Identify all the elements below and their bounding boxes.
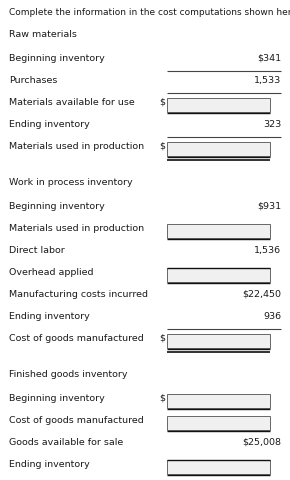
Text: Overhead applied: Overhead applied [9,268,93,277]
Text: $931: $931 [257,202,281,211]
Text: Beginning inventory: Beginning inventory [9,394,104,403]
Text: $341: $341 [257,54,281,63]
Bar [167,142,270,156]
Bar [167,224,270,238]
Text: Goods available for sale: Goods available for sale [9,438,123,447]
Text: 1,536: 1,536 [254,246,281,255]
Bar [167,98,270,112]
Bar [167,268,270,282]
Text: Cost of goods manufactured: Cost of goods manufactured [9,334,144,343]
Text: Finished goods inventory: Finished goods inventory [9,370,127,379]
Text: Direct labor: Direct labor [9,246,64,255]
Bar [167,334,270,348]
Text: Purchases: Purchases [9,76,57,85]
Text: Beginning inventory: Beginning inventory [9,202,104,211]
Text: Cost of goods manufactured: Cost of goods manufactured [9,416,144,425]
Text: $: $ [159,98,165,107]
Bar [167,416,270,430]
Text: Materials available for use: Materials available for use [9,98,135,107]
Text: 1,533: 1,533 [254,76,281,85]
Text: Manufacturing costs incurred: Manufacturing costs incurred [9,290,148,299]
Text: $: $ [159,394,165,403]
Text: 936: 936 [263,312,281,321]
Text: Materials used in production: Materials used in production [9,224,144,233]
Bar [167,394,270,408]
Text: Materials used in production: Materials used in production [9,142,144,151]
Text: 323: 323 [263,120,281,129]
Text: $25,008: $25,008 [242,438,281,447]
Text: $: $ [159,334,165,343]
Text: Complete the information in the cost computations shown here:: Complete the information in the cost com… [9,8,290,17]
Text: Ending inventory: Ending inventory [9,120,89,129]
Text: $: $ [159,142,165,151]
Text: Ending inventory: Ending inventory [9,460,89,469]
Text: Ending inventory: Ending inventory [9,312,89,321]
Text: Beginning inventory: Beginning inventory [9,54,104,63]
Text: Raw materials: Raw materials [9,30,77,39]
Text: Work in process inventory: Work in process inventory [9,178,132,187]
Bar [167,460,270,474]
Text: $22,450: $22,450 [242,290,281,299]
